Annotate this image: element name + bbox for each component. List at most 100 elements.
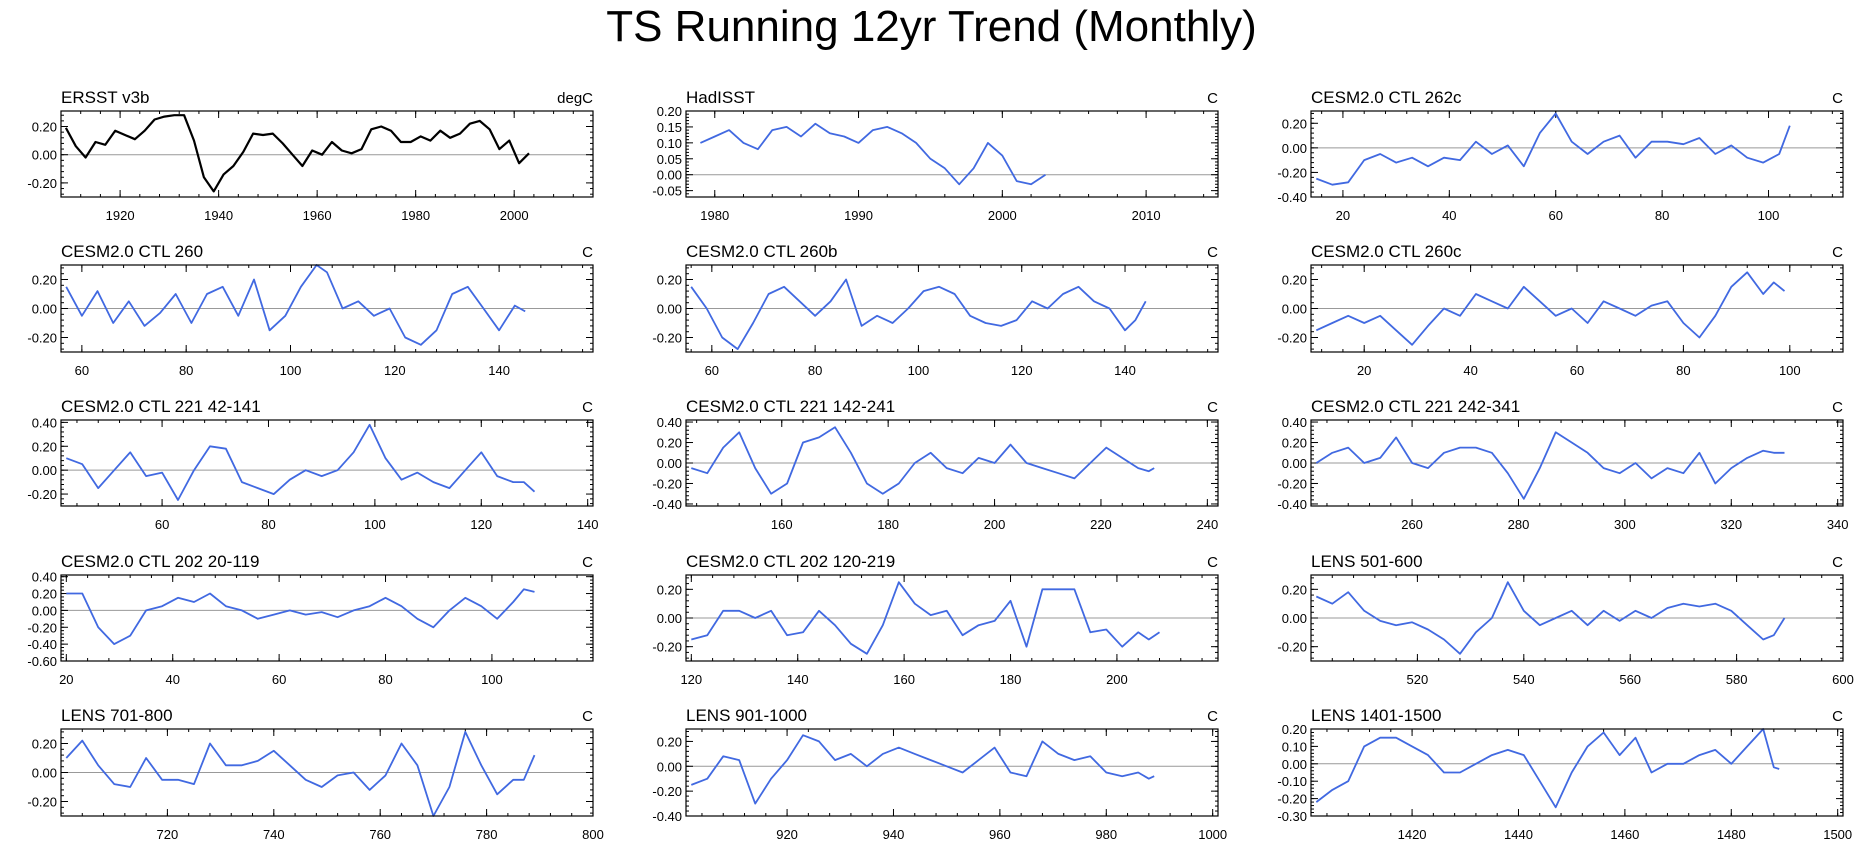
x-tick-label: 1990 bbox=[844, 208, 873, 223]
y-tick-label: -0.20 bbox=[27, 331, 57, 346]
y-tick-label: -0.40 bbox=[652, 809, 682, 824]
panel-title: CESM2.0 CTL 260b bbox=[686, 242, 838, 261]
y-tick-label: -0.20 bbox=[1277, 792, 1307, 807]
y-tick-label: 0.20 bbox=[1282, 582, 1307, 597]
panel-title: CESM2.0 CTL 262c bbox=[1311, 88, 1462, 107]
panel-units: C bbox=[1207, 554, 1218, 571]
y-tick-label: -0.40 bbox=[1277, 190, 1307, 205]
x-tick-label: 940 bbox=[883, 827, 905, 842]
panel-units: C bbox=[582, 244, 593, 261]
x-tick-label: 520 bbox=[1407, 672, 1429, 687]
x-tick-label: 160 bbox=[771, 517, 793, 532]
x-tick-label: 140 bbox=[787, 672, 809, 687]
series-line bbox=[66, 588, 535, 645]
y-tick-label: 0.40 bbox=[1282, 415, 1307, 430]
y-tick-label: 0.00 bbox=[32, 603, 57, 618]
series-line bbox=[65, 731, 536, 817]
y-tick-label: -0.20 bbox=[1277, 165, 1307, 180]
x-tick-label: 220 bbox=[1090, 517, 1112, 532]
x-tick-label: 80 bbox=[808, 363, 822, 378]
panel-title: CESM2.0 CTL 202 20-119 bbox=[61, 552, 259, 571]
x-tick-label: 260 bbox=[1401, 517, 1423, 532]
series-line bbox=[690, 278, 1147, 350]
panel-title: HadISST bbox=[686, 88, 755, 107]
plot-frame bbox=[60, 419, 594, 507]
x-tick-label: 1940 bbox=[204, 208, 233, 223]
series-line bbox=[1315, 581, 1786, 655]
y-tick-label: 0.00 bbox=[32, 148, 57, 163]
panel-units: C bbox=[582, 399, 593, 416]
y-tick-label: 0.20 bbox=[657, 734, 682, 749]
panel-5: CESM2.0 CTL 260c C -0.20 0.00 0.20 20 40 60 80 10… bbox=[1277, 242, 1844, 378]
series-line bbox=[1315, 728, 1780, 809]
panel-title: CESM2.0 CTL 221 242-341 bbox=[1311, 397, 1520, 416]
plot-frame bbox=[60, 264, 594, 353]
x-tick-label: 920 bbox=[776, 827, 798, 842]
x-tick-label: 200 bbox=[984, 517, 1006, 532]
x-tick-label: 800 bbox=[582, 827, 604, 842]
x-tick-label: 1440 bbox=[1504, 827, 1533, 842]
y-tick-label: 0.00 bbox=[657, 456, 682, 471]
x-tick-label: 140 bbox=[577, 517, 599, 532]
panel-title: CESM2.0 CTL 202 120-219 bbox=[686, 552, 895, 571]
panel-4: CESM2.0 CTL 260b C -0.20 0.00 0.20 60 80 100 120… bbox=[652, 242, 1219, 378]
x-tick-label: 100 bbox=[364, 517, 386, 532]
y-tick-label: -0.05 bbox=[652, 184, 682, 199]
x-tick-label: 540 bbox=[1513, 672, 1535, 687]
panel-units: C bbox=[582, 708, 593, 725]
plot-frame bbox=[1310, 728, 1844, 817]
plot-frame bbox=[1310, 419, 1844, 507]
panel-title: CESM2.0 CTL 260 bbox=[61, 242, 203, 261]
series-line bbox=[700, 122, 1046, 186]
x-tick-label: 560 bbox=[1619, 672, 1641, 687]
x-tick-label: 780 bbox=[476, 827, 498, 842]
y-tick-label: 0.00 bbox=[1282, 302, 1307, 317]
y-tick-label: -0.10 bbox=[1277, 774, 1307, 789]
y-tick-label: -0.20 bbox=[27, 487, 57, 502]
x-tick-label: 100 bbox=[1779, 363, 1801, 378]
y-tick-label: 0.20 bbox=[657, 273, 682, 288]
y-tick-label: -0.20 bbox=[652, 476, 682, 491]
y-tick-label: 0.00 bbox=[657, 302, 682, 317]
y-tick-label: 0.20 bbox=[32, 587, 57, 602]
y-tick-label: 0.40 bbox=[32, 570, 57, 585]
panel-title: CESM2.0 CTL 221 42-141 bbox=[61, 397, 261, 416]
panel-units: C bbox=[1832, 399, 1843, 416]
y-tick-label: -0.20 bbox=[652, 331, 682, 346]
panel-3: CESM2.0 CTL 260 C -0.20 0.00 0.20 60 80 100 120 1… bbox=[27, 242, 594, 378]
series-line bbox=[1315, 112, 1791, 186]
y-tick-label: -0.20 bbox=[652, 784, 682, 799]
x-tick-label: 1920 bbox=[106, 208, 135, 223]
plot-frame bbox=[60, 728, 594, 817]
x-tick-label: 1460 bbox=[1610, 827, 1639, 842]
y-tick-label: 0.00 bbox=[32, 463, 57, 478]
x-tick-label: 160 bbox=[893, 672, 915, 687]
plot-frame bbox=[1310, 574, 1844, 662]
x-tick-label: 80 bbox=[179, 363, 193, 378]
panel-units: C bbox=[1832, 90, 1843, 107]
series-line bbox=[691, 581, 1161, 655]
plot-frame bbox=[685, 574, 1219, 662]
x-tick-label: 100 bbox=[908, 363, 930, 378]
x-tick-label: 140 bbox=[1114, 363, 1136, 378]
x-tick-label: 720 bbox=[157, 827, 179, 842]
x-tick-label: 200 bbox=[1106, 672, 1128, 687]
x-tick-label: 240 bbox=[1197, 517, 1219, 532]
panel-6: CESM2.0 CTL 221 42-141 C -0.20 0.00 0.20 0.40… bbox=[27, 397, 598, 532]
x-tick-label: 60 bbox=[1570, 363, 1584, 378]
x-tick-label: 120 bbox=[1011, 363, 1033, 378]
x-tick-label: 180 bbox=[1000, 672, 1022, 687]
panel-8: CESM2.0 CTL 221 242-341 C -0.40 -0.20 0.00 0.… bbox=[1277, 397, 1848, 532]
series-line bbox=[65, 264, 526, 346]
panel-7: CESM2.0 CTL 221 142-241 C -0.40 -0.20 0.00 0.… bbox=[652, 397, 1219, 532]
panel-units: degC bbox=[557, 90, 593, 107]
panel-units: C bbox=[1207, 90, 1218, 107]
x-tick-label: 60 bbox=[75, 363, 89, 378]
x-tick-label: 60 bbox=[1548, 208, 1562, 223]
y-tick-label: -0.40 bbox=[652, 497, 682, 512]
panel-title: LENS 701-800 bbox=[61, 706, 173, 725]
panel-title: CESM2.0 CTL 221 142-241 bbox=[686, 397, 895, 416]
y-tick-label: 0.15 bbox=[657, 120, 682, 135]
x-tick-label: 2000 bbox=[500, 208, 529, 223]
